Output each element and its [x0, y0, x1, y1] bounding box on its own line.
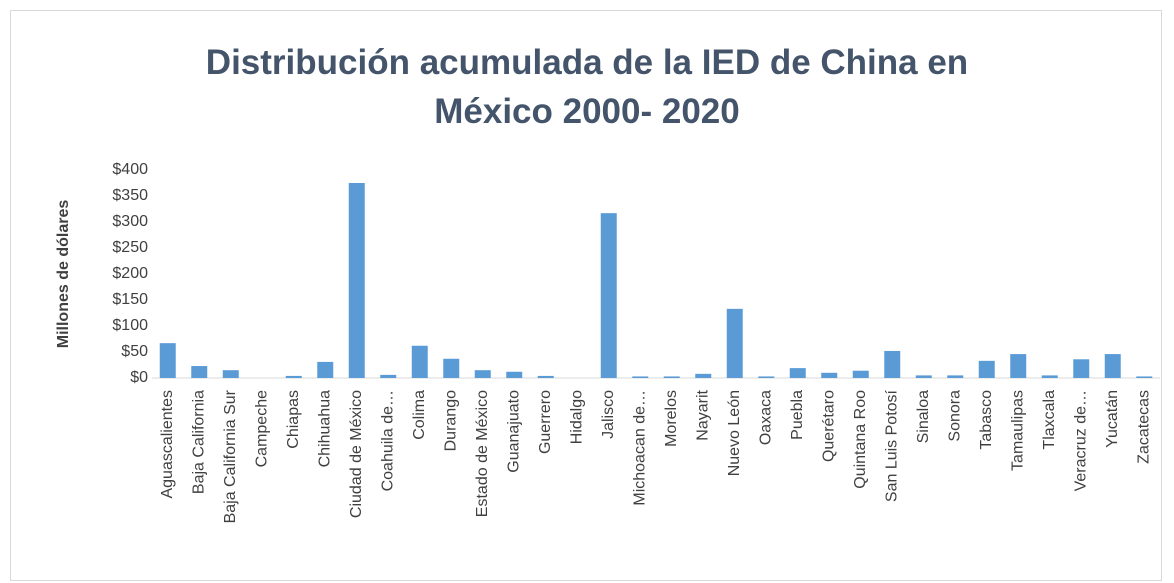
x-tick-label: Sinaloa: [915, 390, 932, 443]
x-tick-label: Coahuila de…: [379, 390, 396, 491]
x-tick-label: Michoacan de…: [631, 390, 648, 506]
x-tick-label: Aguascalientes: [159, 390, 176, 499]
bar: [411, 345, 428, 378]
bar: [1073, 359, 1090, 378]
x-tick-label: Nayarit: [694, 389, 711, 440]
x-tick-label: Sonora: [946, 390, 963, 442]
x-tick-label: Nuevo León: [726, 390, 743, 476]
x-tick-label: Veracruz de…: [1072, 390, 1089, 491]
x-tick-label: Guerrero: [537, 390, 554, 454]
bar: [789, 368, 806, 378]
x-tick-label: Guanajuato: [505, 390, 522, 473]
bar: [537, 375, 554, 378]
x-tick-label: Tabasco: [978, 390, 995, 450]
x-tick-label: Oaxaca: [757, 390, 774, 445]
bar: [1136, 376, 1153, 378]
x-tick-label: Puebla: [789, 390, 806, 440]
x-tick-label: Querétaro: [820, 390, 837, 462]
bar: [758, 376, 775, 378]
x-tick-label: Baja California Sur: [222, 389, 239, 523]
bar: [285, 375, 302, 378]
chart-frame: [10, 10, 1162, 581]
x-tick-label: Campeche: [253, 390, 270, 467]
y-tick-label: $400: [112, 161, 148, 178]
bar: [947, 375, 964, 378]
x-tick-label: Chiapas: [285, 390, 302, 449]
bar: [380, 374, 397, 378]
y-tick-label: $300: [112, 213, 148, 230]
bar: [884, 350, 901, 378]
x-tick-label: Hidalgo: [568, 390, 585, 444]
bar: [1010, 354, 1027, 378]
x-tick-label: Ciudad de México: [348, 390, 365, 518]
x-tick-label: Tlaxcala: [1041, 390, 1058, 450]
y-tick-label: $200: [112, 265, 148, 282]
x-tick-label: Quintana Roo: [852, 390, 869, 489]
bar: [1104, 354, 1121, 378]
x-tick-label: Zacatecas: [1135, 390, 1152, 464]
y-tick-label: $50: [121, 343, 148, 360]
x-tick-label: Tamaulipas: [1009, 390, 1026, 471]
bar: [443, 358, 460, 378]
bar: [978, 360, 995, 378]
bar: [222, 370, 239, 378]
y-tick-label: $150: [112, 291, 148, 308]
y-tick-label: $100: [112, 317, 148, 334]
bar: [348, 183, 365, 378]
bar: [695, 373, 712, 378]
chart-title: Distribución acumulada de la IED de Chin…: [205, 43, 969, 131]
bar: [821, 372, 838, 378]
bar: [852, 370, 869, 378]
y-tick-label: $250: [112, 239, 148, 256]
bar: [191, 366, 208, 378]
bar: [474, 370, 491, 378]
y-tick-label: $350: [112, 187, 148, 204]
x-tick-label: Baja California: [190, 390, 207, 494]
bar: [1041, 375, 1058, 378]
bar: [915, 375, 932, 378]
x-tick-label: Durango: [442, 390, 459, 451]
bar: [663, 376, 680, 378]
bar: [600, 213, 617, 378]
x-tick-label: Chihuahua: [316, 390, 333, 468]
bar: [159, 343, 176, 378]
x-tick-label: Morelos: [663, 390, 680, 447]
x-tick-label: Jalisco: [600, 390, 617, 439]
bar: [506, 371, 523, 378]
bar: [632, 376, 649, 378]
bar: [317, 361, 334, 378]
x-tick-label: Colima: [411, 390, 428, 440]
y-tick-label: $0: [130, 369, 148, 386]
x-tick-label: Yucatán: [1104, 390, 1121, 448]
y-axis-title: Millones de dólares: [55, 200, 72, 349]
x-tick-label: San Luis Potosí: [883, 389, 900, 502]
bar: [726, 308, 743, 378]
x-tick-label: Estado de México: [474, 390, 491, 517]
